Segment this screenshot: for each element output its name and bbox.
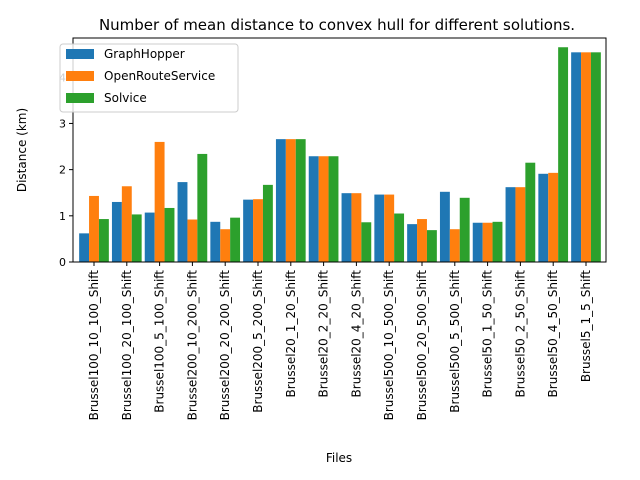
bar-graphhopper-4 xyxy=(210,221,221,262)
bar-openrouteservice-12 xyxy=(482,222,493,262)
x-tick-label: Brussel500_5_500_Shift xyxy=(448,270,462,413)
bar-openrouteservice-0 xyxy=(89,195,99,262)
bar-solvice-6 xyxy=(295,139,306,262)
x-tick-label: Brussel100_20_100_Shift xyxy=(120,270,134,421)
bar-graphhopper-15 xyxy=(571,52,582,262)
bar-graphhopper-5 xyxy=(243,199,254,262)
bar-graphhopper-13 xyxy=(505,187,516,262)
bar-openrouteservice-11 xyxy=(449,229,460,262)
plot-frame xyxy=(72,37,607,263)
y-tick-label: 2 xyxy=(59,164,66,177)
x-axis: Brussel100_10_100_Shift Brussel100_20_100… xyxy=(87,262,593,420)
x-tick-label: Brussel500_20_500_Shift xyxy=(415,270,429,421)
chart-title: Number of mean distance to convex hull f… xyxy=(99,16,575,34)
bar-openrouteservice-10 xyxy=(417,219,427,262)
bar-graphhopper-12 xyxy=(472,222,483,262)
bar-solvice-14 xyxy=(558,47,569,262)
bar-graphhopper-2 xyxy=(144,212,155,262)
x-tick-label: Brussel50_2_50_Shift xyxy=(513,270,527,398)
bar-openrouteservice-9 xyxy=(384,194,395,262)
bar-solvice-9 xyxy=(394,213,405,262)
x-tick-label: Brussel200_5_200_Shift xyxy=(251,270,265,413)
bar-solvice-5 xyxy=(262,184,273,262)
x-tick-label: Brussel100_10_100_Shift xyxy=(87,270,101,421)
bar-openrouteservice-13 xyxy=(515,187,526,262)
x-tick-label: Brussel50_1_50_Shift xyxy=(481,270,495,398)
bar-openrouteservice-14 xyxy=(548,172,559,262)
legend-swatch xyxy=(66,71,94,81)
bars-layer xyxy=(79,47,601,262)
bar-solvice-1 xyxy=(131,214,142,262)
bar-solvice-2 xyxy=(164,207,175,262)
x-tick-label: Brussel5_1_5_Shift xyxy=(579,270,593,382)
bar-solvice-0 xyxy=(98,219,109,262)
bar-graphhopper-14 xyxy=(538,173,549,262)
y-tick-label: 0 xyxy=(59,256,66,269)
x-tick-label: Brussel100_5_100_Shift xyxy=(153,270,167,413)
legend-label: OpenRouteService xyxy=(104,69,215,83)
bar-graphhopper-1 xyxy=(111,201,122,262)
bar-openrouteservice-5 xyxy=(253,199,263,262)
bar-solvice-13 xyxy=(525,162,536,262)
bar-openrouteservice-4 xyxy=(220,229,231,262)
x-tick-label: Brussel20_2_20_Shift xyxy=(317,270,331,398)
bar-openrouteservice-1 xyxy=(121,186,132,262)
bar-graphhopper-8 xyxy=(341,193,352,262)
bar-solvice-7 xyxy=(328,156,339,262)
bar-graphhopper-0 xyxy=(79,233,90,262)
y-axis-label: Distance (km) xyxy=(15,108,29,192)
bar-solvice-10 xyxy=(426,230,437,262)
bar-graphhopper-11 xyxy=(439,191,450,262)
bar-graphhopper-7 xyxy=(308,156,319,262)
bar-openrouteservice-6 xyxy=(285,139,296,262)
legend: GraphHopper OpenRouteService Solvice xyxy=(59,43,239,113)
bar-solvice-4 xyxy=(230,217,241,262)
bar-openrouteservice-15 xyxy=(581,52,591,262)
bar-solvice-15 xyxy=(590,52,601,262)
bar-solvice-11 xyxy=(459,197,470,262)
y-tick-label: 3 xyxy=(59,117,66,130)
bar-graphhopper-10 xyxy=(407,224,418,262)
x-tick-label: Brussel20_1_20_Shift xyxy=(284,270,298,398)
x-axis-label: Files xyxy=(326,451,352,465)
legend-swatch xyxy=(66,93,94,103)
bar-graphhopper-6 xyxy=(275,139,286,262)
y-tick-label: 1 xyxy=(59,210,66,223)
bar-graphhopper-3 xyxy=(177,182,188,262)
x-tick-label: Brussel200_10_200_Shift xyxy=(185,270,199,421)
bar-solvice-12 xyxy=(492,221,503,262)
bar-openrouteservice-2 xyxy=(154,141,165,262)
bar-graphhopper-9 xyxy=(374,194,385,262)
x-tick-label: Brussel500_10_500_Shift xyxy=(382,270,396,421)
bar-solvice-3 xyxy=(197,153,208,262)
bar-openrouteservice-3 xyxy=(187,219,198,262)
legend-label: GraphHopper xyxy=(104,47,185,61)
x-tick-label: Brussel200_20_200_Shift xyxy=(218,270,232,421)
bar-openrouteservice-8 xyxy=(351,193,362,262)
legend-label: Solvice xyxy=(104,91,147,105)
bar-openrouteservice-7 xyxy=(318,156,329,262)
bar-solvice-8 xyxy=(361,222,372,262)
x-tick-label: Brussel20_4_20_Shift xyxy=(349,270,363,398)
x-tick-label: Brussel50_4_50_Shift xyxy=(546,270,560,398)
legend-box xyxy=(59,43,239,113)
legend-swatch xyxy=(66,49,94,59)
